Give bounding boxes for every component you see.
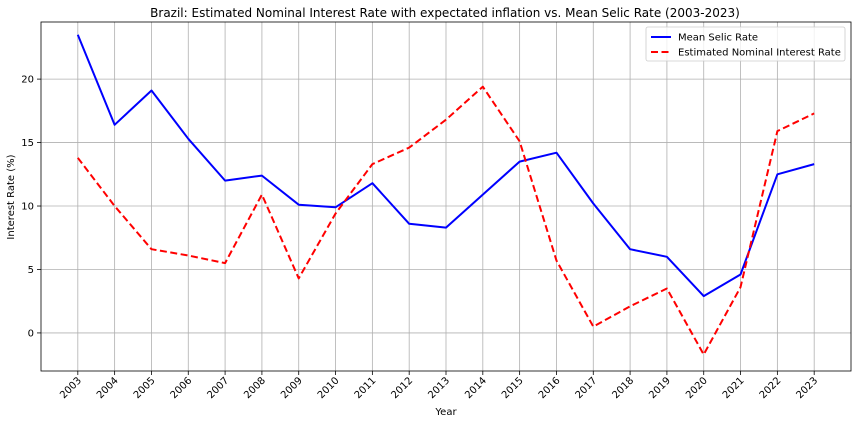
data-point xyxy=(555,260,557,262)
data-point xyxy=(445,227,447,229)
series-line-mean-selic xyxy=(76,34,815,298)
data-point xyxy=(445,119,447,121)
x-tick-label: 2004 xyxy=(95,375,121,401)
x-tick-label: 2009 xyxy=(279,375,305,401)
data-point xyxy=(187,255,189,257)
grid xyxy=(41,22,851,371)
y-axis: 0 5 10 15 20 xyxy=(21,75,41,339)
data-point xyxy=(335,206,337,208)
data-point xyxy=(224,180,226,182)
data-point xyxy=(703,295,705,297)
data-point xyxy=(666,288,668,290)
x-axis-label: Year xyxy=(434,407,457,418)
y-tick-label: 5 xyxy=(28,265,34,276)
x-tick-label: 2012 xyxy=(390,375,416,401)
data-point xyxy=(298,277,300,279)
data-point xyxy=(592,202,594,204)
data-point xyxy=(813,163,815,165)
data-point xyxy=(77,34,79,36)
data-point xyxy=(187,138,189,140)
data-point xyxy=(740,274,742,276)
data-point xyxy=(776,173,778,175)
x-tick-label: 2011 xyxy=(353,375,379,401)
x-tick-label: 2023 xyxy=(795,375,821,401)
x-tick-label: 2015 xyxy=(500,375,526,401)
x-tick-label: 2007 xyxy=(205,375,231,401)
x-tick-label: 2017 xyxy=(574,375,600,401)
data-point xyxy=(519,161,521,163)
x-tick-label: 2016 xyxy=(537,375,563,401)
data-point xyxy=(261,194,263,196)
x-tick-label: 2014 xyxy=(463,375,489,401)
x-tick-label: 2006 xyxy=(169,375,195,401)
x-tick-label: 2010 xyxy=(316,375,342,401)
y-tick-label: 10 xyxy=(21,202,34,213)
data-point xyxy=(666,256,668,258)
data-point xyxy=(555,152,557,154)
data-point xyxy=(114,124,116,126)
x-axis: 2003 2004 2005 2006 2007 2008 2009 2010 2011 2012… xyxy=(58,371,820,401)
y-axis-label: Interest Rate (%) xyxy=(6,154,17,239)
data-point xyxy=(298,204,300,206)
data-point xyxy=(261,175,263,177)
y-tick-label: 20 xyxy=(21,75,34,86)
x-tick-label: 2021 xyxy=(721,375,747,401)
legend-box xyxy=(645,26,846,62)
legend-label: Mean Selic Rate xyxy=(678,33,758,44)
data-point xyxy=(813,112,815,114)
data-point xyxy=(114,205,116,207)
data-point xyxy=(77,157,79,159)
data-point xyxy=(629,248,631,250)
data-point xyxy=(371,182,373,184)
data-point xyxy=(371,163,373,165)
data-point xyxy=(482,194,484,196)
x-tick-label: 2003 xyxy=(58,375,84,401)
data-point xyxy=(408,147,410,149)
data-point xyxy=(703,354,705,356)
data-point xyxy=(150,90,152,92)
chart-title: Brazil: Estimated Nominal Interest Rate … xyxy=(150,6,740,20)
data-point xyxy=(408,223,410,225)
data-point xyxy=(224,262,226,264)
data-point xyxy=(592,326,594,328)
data-point xyxy=(519,140,521,142)
x-tick-label: 2022 xyxy=(758,375,784,401)
x-tick-label: 2005 xyxy=(132,375,158,401)
y-tick-label: 0 xyxy=(28,328,34,339)
series-line-estimated-nominal xyxy=(77,85,815,356)
data-point xyxy=(629,305,631,307)
x-tick-label: 2019 xyxy=(647,375,673,401)
x-tick-label: 2020 xyxy=(684,375,710,401)
y-tick-label: 15 xyxy=(21,138,34,149)
data-point xyxy=(740,286,742,288)
legend-label: Estimated Nominal Interest Rate xyxy=(678,48,841,59)
plot-series xyxy=(76,34,815,356)
data-point xyxy=(482,86,484,88)
legend: Mean Selic Rate Estimated Nominal Interes… xyxy=(645,26,846,62)
x-tick-label: 2008 xyxy=(242,375,268,401)
data-point xyxy=(335,213,337,215)
x-tick-label: 2018 xyxy=(610,375,636,401)
x-tick-label: 2013 xyxy=(426,375,452,401)
data-point xyxy=(776,130,778,132)
data-point xyxy=(150,248,152,250)
